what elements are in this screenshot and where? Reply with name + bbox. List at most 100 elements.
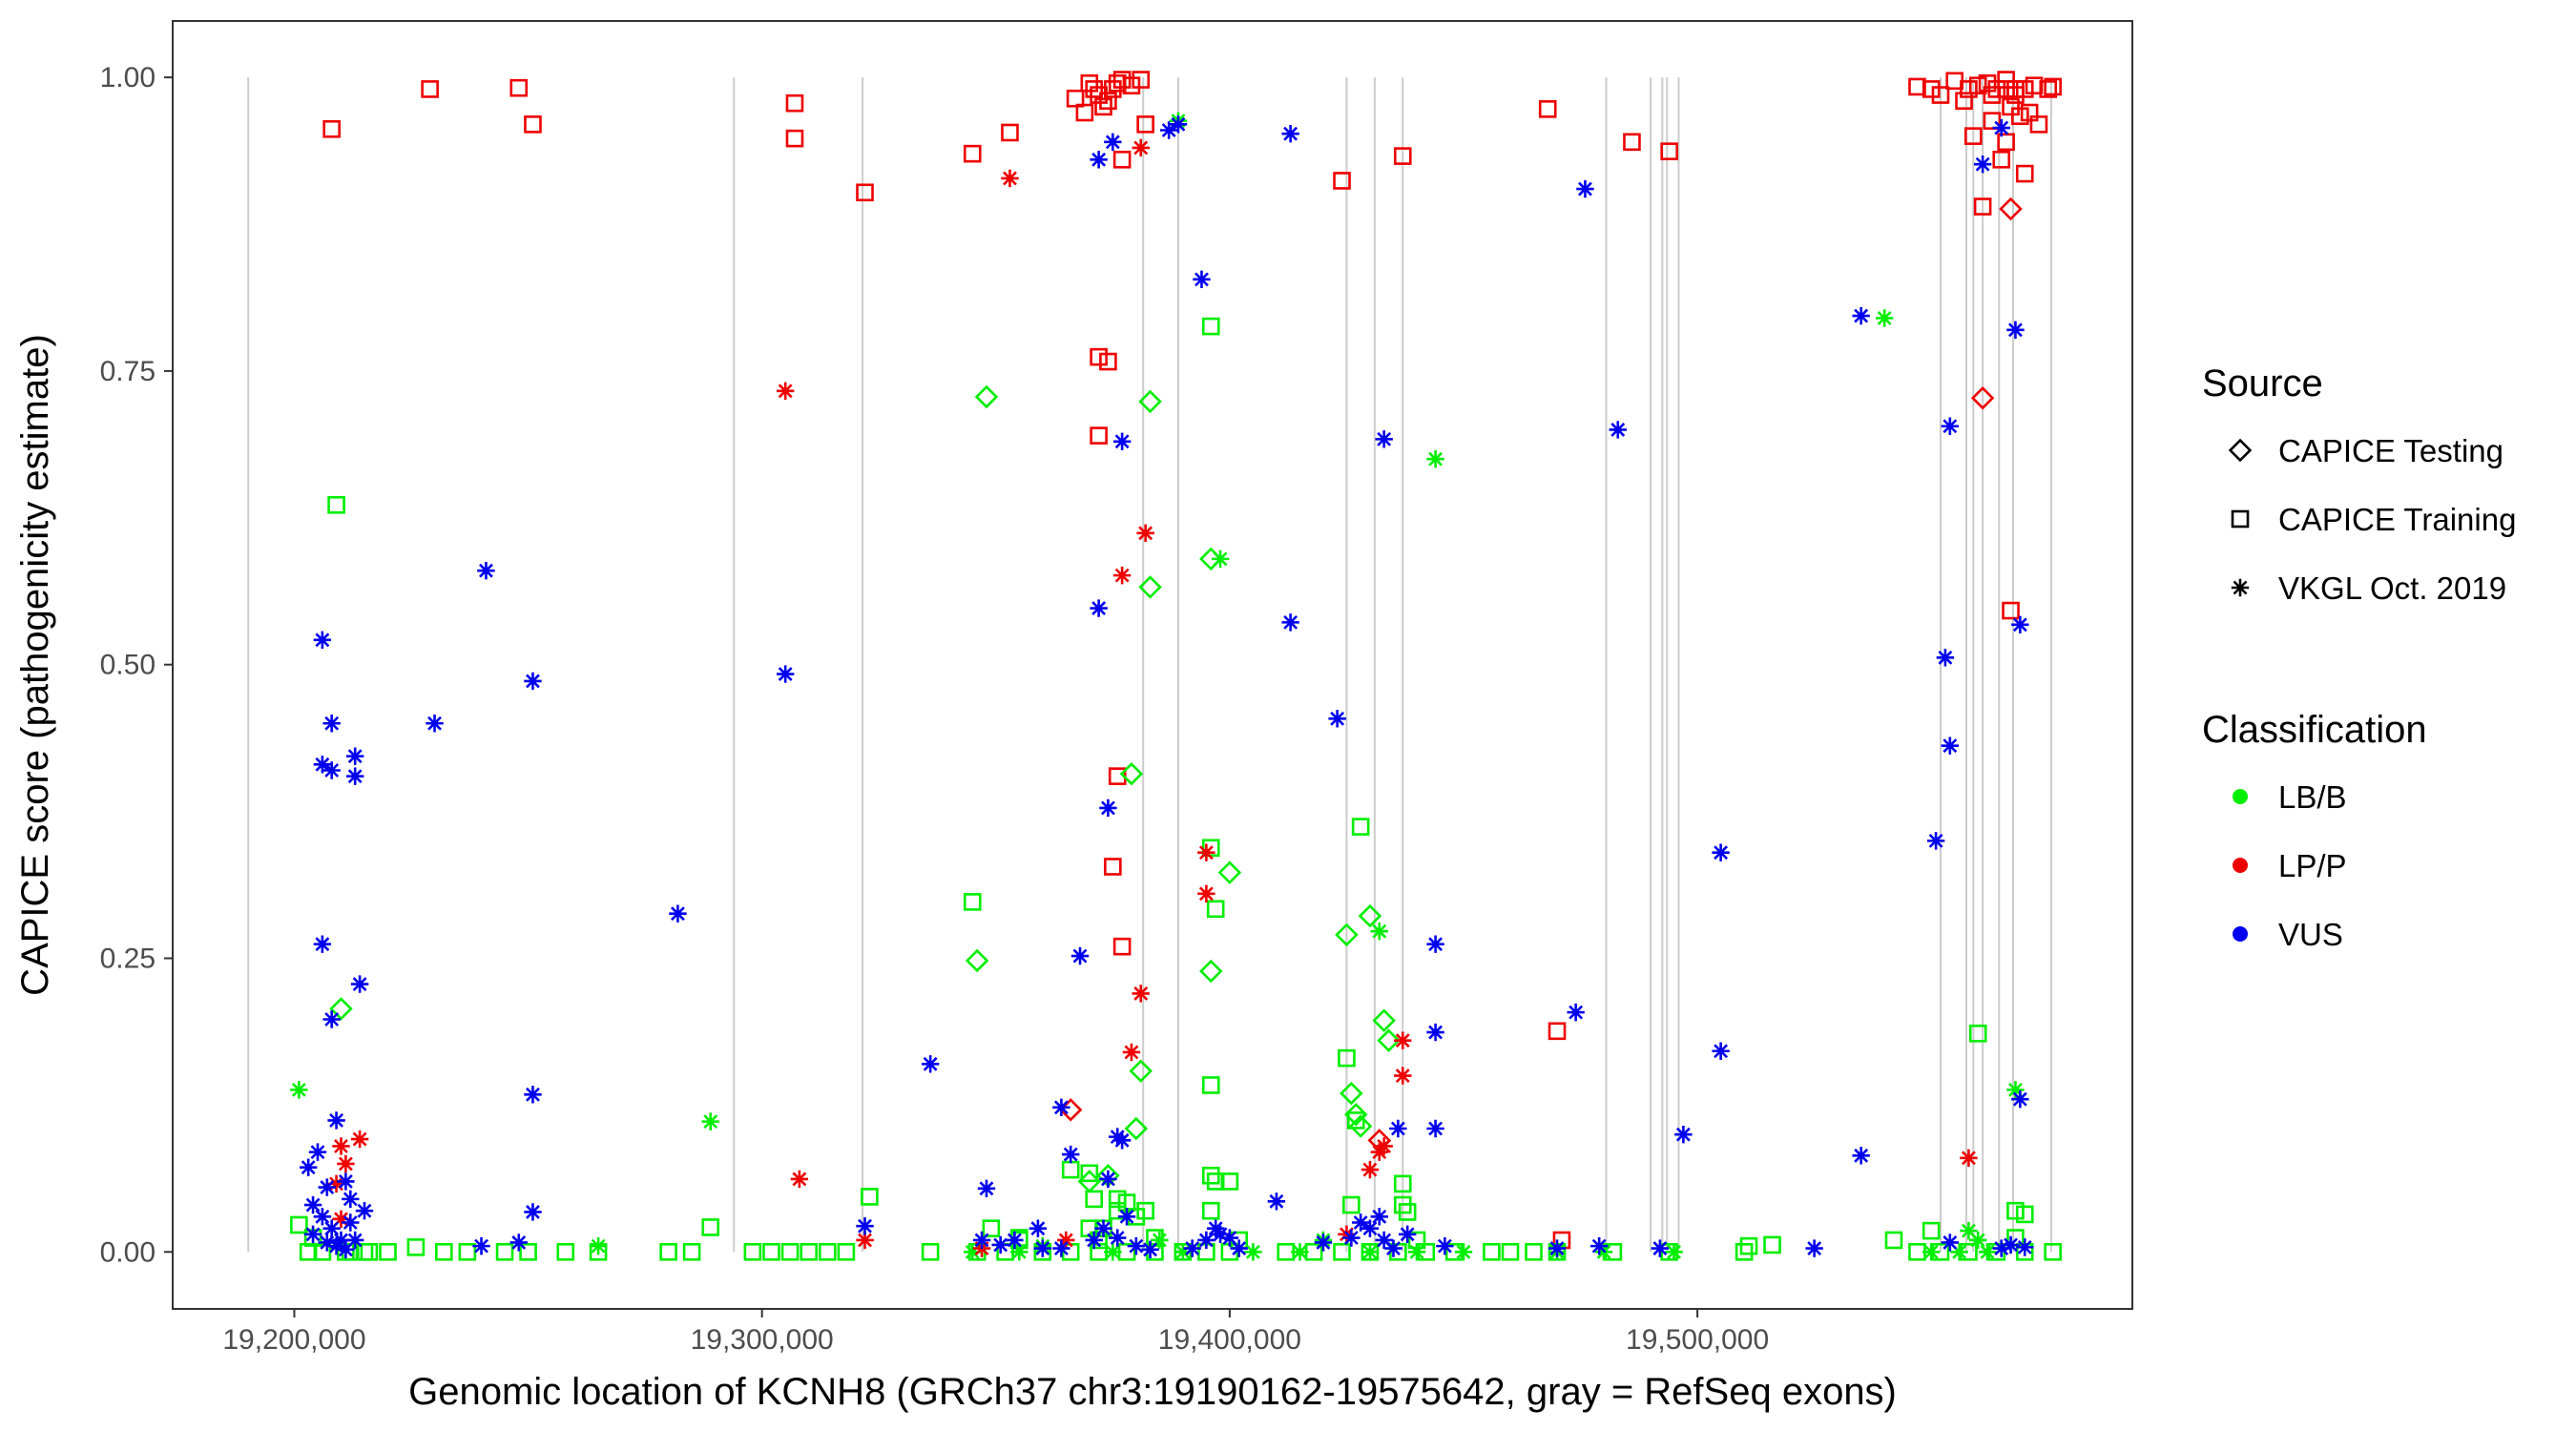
data-point <box>2006 321 2025 340</box>
data-point <box>701 1112 719 1130</box>
data-point <box>965 948 989 973</box>
data-point <box>1978 73 1997 93</box>
data-point <box>1090 426 1108 445</box>
data-point <box>313 935 332 953</box>
data-point <box>355 1202 374 1220</box>
legend-label-source: VKGL Oct. 2019 <box>2278 570 2506 606</box>
data-point <box>1348 1114 1373 1138</box>
data-point <box>1960 1149 1978 1167</box>
data-point <box>1169 115 1188 134</box>
data-point <box>1335 923 1359 947</box>
data-point <box>790 1170 809 1189</box>
data-point <box>1978 1243 1997 1261</box>
y-tick-label: 0.25 <box>100 943 156 974</box>
data-point <box>1739 1236 1758 1255</box>
data-point <box>589 1236 608 1255</box>
series-vkgl-oct-2019-vus <box>299 115 2034 1259</box>
data-point <box>2044 77 2062 96</box>
data-point <box>524 672 542 691</box>
data-point <box>1141 1240 1159 1259</box>
data-point <box>1950 1243 1968 1261</box>
data-point <box>1206 900 1225 919</box>
data-point <box>1136 1201 1154 1220</box>
data-point <box>780 1242 800 1261</box>
data-point <box>972 1231 991 1250</box>
data-point <box>1922 1243 1941 1261</box>
y-axis: 0.00 0.25 0.50 0.75 1.00 <box>100 62 173 1268</box>
data-point <box>524 115 542 134</box>
data-point <box>785 93 804 113</box>
data-point <box>1960 1221 1978 1240</box>
y-tick-label: 0.00 <box>100 1236 156 1268</box>
data-point <box>1199 959 1223 984</box>
data-point <box>1377 1028 1401 1052</box>
data-point <box>1099 352 1117 371</box>
data-point <box>776 382 795 401</box>
data-point <box>1193 270 1211 289</box>
data-point <box>1062 1145 1080 1164</box>
data-point <box>2006 80 2025 98</box>
data-point <box>1052 1098 1070 1117</box>
data-point <box>1997 80 2015 98</box>
data-point <box>1138 575 1162 599</box>
legend-label-source: CAPICE Testing <box>2278 433 2503 468</box>
data-point <box>1099 798 1117 818</box>
data-point <box>1651 1239 1670 1257</box>
data-point <box>524 1086 542 1104</box>
exon-lines <box>247 77 2052 1253</box>
data-point <box>921 1055 940 1073</box>
data-point <box>1174 1243 1193 1261</box>
data-point <box>963 893 982 911</box>
data-point <box>1589 1236 1609 1255</box>
data-point <box>856 1231 874 1250</box>
data-point <box>1099 1170 1117 1189</box>
data-point <box>1393 147 1412 165</box>
legend-label-source: CAPICE Training <box>2278 502 2516 537</box>
data-point <box>1372 1008 1396 1032</box>
data-point <box>1436 1236 1454 1255</box>
data-point <box>509 1234 528 1252</box>
data-point <box>1567 1003 1585 1022</box>
data-point <box>1609 421 1627 439</box>
data-point <box>1955 92 1973 111</box>
data-point <box>974 384 999 409</box>
data-point <box>332 1210 350 1229</box>
data-point <box>1987 80 2006 98</box>
data-point <box>1983 112 2002 130</box>
data-point <box>1230 1239 1248 1257</box>
data-point <box>1375 430 1393 448</box>
data-point <box>2011 107 2029 126</box>
data-point <box>299 1158 318 1176</box>
data-point <box>659 1242 677 1261</box>
x-tick-label: 19,500,000 <box>1626 1324 1769 1356</box>
data-point <box>1220 1229 1239 1247</box>
data-point <box>313 1208 332 1226</box>
data-point <box>1201 1076 1220 1094</box>
legend-classification-title: Classification <box>2202 709 2427 751</box>
data-point <box>1394 1067 1412 1085</box>
data-point <box>1136 115 1154 134</box>
data-point <box>1973 197 1992 216</box>
data-point <box>345 747 364 765</box>
data-point <box>556 1242 575 1261</box>
data-point <box>350 1130 369 1149</box>
data-point <box>1124 1116 1149 1141</box>
data-point <box>290 1081 308 1099</box>
legend-label-classification: LP/P <box>2278 848 2347 883</box>
legend-key-vus <box>2233 926 2248 942</box>
data-point <box>762 1242 780 1261</box>
data-point <box>345 767 364 785</box>
data-point <box>1057 1231 1075 1250</box>
data-point <box>1104 133 1122 152</box>
data-point <box>1548 1022 1567 1041</box>
data-point <box>1997 71 2015 89</box>
data-point <box>322 761 341 779</box>
data-point <box>477 561 495 580</box>
data-point <box>290 1215 308 1234</box>
data-point <box>1973 156 1992 174</box>
data-point <box>785 129 804 148</box>
data-point <box>1206 1219 1225 1237</box>
data-point <box>1094 1219 1112 1237</box>
data-points <box>290 71 2062 1261</box>
